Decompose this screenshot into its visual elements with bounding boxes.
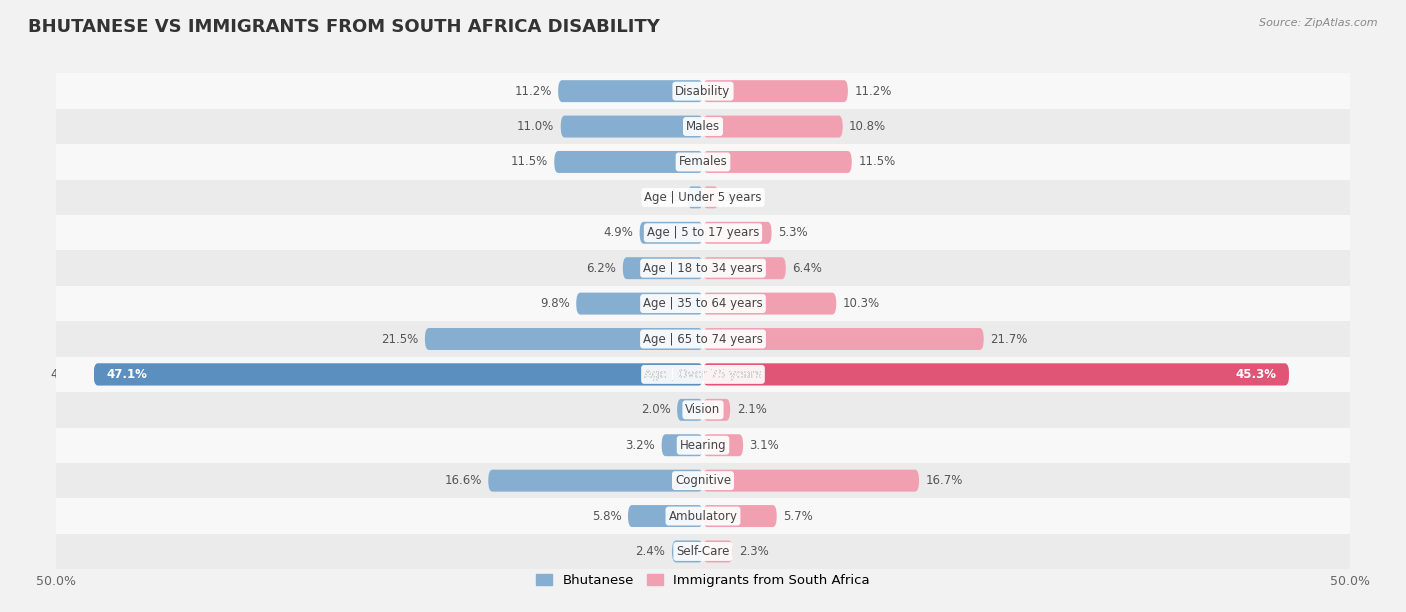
FancyBboxPatch shape <box>703 187 718 208</box>
FancyBboxPatch shape <box>488 469 703 491</box>
Bar <box>56 180 1350 215</box>
FancyBboxPatch shape <box>640 222 703 244</box>
FancyBboxPatch shape <box>703 364 1289 386</box>
Bar <box>56 250 1350 286</box>
Bar <box>56 534 1350 569</box>
Bar <box>56 286 1350 321</box>
FancyBboxPatch shape <box>703 364 1289 386</box>
Legend: Bhutanese, Immigrants from South Africa: Bhutanese, Immigrants from South Africa <box>530 569 876 592</box>
Text: Age | Over 75 years: Age | Over 75 years <box>644 368 762 381</box>
Text: 21.5%: 21.5% <box>381 332 419 346</box>
Text: Age | Under 5 years: Age | Under 5 years <box>644 191 762 204</box>
Bar <box>56 357 1350 392</box>
Text: Age | Over 75 years: Age | Over 75 years <box>644 368 762 381</box>
Bar <box>56 428 1350 463</box>
FancyBboxPatch shape <box>703 116 842 138</box>
FancyBboxPatch shape <box>703 435 744 456</box>
FancyBboxPatch shape <box>703 328 984 350</box>
Text: 5.8%: 5.8% <box>592 510 621 523</box>
FancyBboxPatch shape <box>554 151 703 173</box>
Text: 21.7%: 21.7% <box>990 332 1028 346</box>
Text: Cognitive: Cognitive <box>675 474 731 487</box>
Text: Age | 5 to 17 years: Age | 5 to 17 years <box>647 226 759 239</box>
Text: 5.3%: 5.3% <box>778 226 807 239</box>
Text: 2.1%: 2.1% <box>737 403 766 416</box>
FancyBboxPatch shape <box>662 435 703 456</box>
Text: Age | 65 to 74 years: Age | 65 to 74 years <box>643 332 763 346</box>
Text: 2.4%: 2.4% <box>636 545 665 558</box>
Text: Self-Care: Self-Care <box>676 545 730 558</box>
Text: 3.2%: 3.2% <box>626 439 655 452</box>
Text: 45.3%: 45.3% <box>1234 368 1277 381</box>
FancyBboxPatch shape <box>94 364 703 386</box>
Bar <box>56 392 1350 428</box>
Bar <box>56 73 1350 109</box>
Bar <box>56 321 1350 357</box>
Text: 11.2%: 11.2% <box>855 84 891 98</box>
FancyBboxPatch shape <box>703 399 730 421</box>
Text: 16.7%: 16.7% <box>925 474 963 487</box>
FancyBboxPatch shape <box>576 293 703 315</box>
FancyBboxPatch shape <box>703 151 852 173</box>
Text: 10.8%: 10.8% <box>849 120 886 133</box>
Text: Females: Females <box>679 155 727 168</box>
FancyBboxPatch shape <box>623 257 703 279</box>
FancyBboxPatch shape <box>703 80 848 102</box>
Text: 6.4%: 6.4% <box>792 262 823 275</box>
Bar <box>1289 357 1350 392</box>
Text: 6.2%: 6.2% <box>586 262 616 275</box>
Text: Hearing: Hearing <box>679 439 727 452</box>
Text: 45.3%: 45.3% <box>1295 368 1333 381</box>
Text: Vision: Vision <box>685 403 721 416</box>
Text: 2.3%: 2.3% <box>740 545 769 558</box>
FancyBboxPatch shape <box>703 505 776 527</box>
Text: Males: Males <box>686 120 720 133</box>
Text: 47.1%: 47.1% <box>107 368 148 381</box>
Text: Age | 35 to 64 years: Age | 35 to 64 years <box>643 297 763 310</box>
FancyBboxPatch shape <box>703 257 786 279</box>
Text: 11.2%: 11.2% <box>515 84 551 98</box>
Text: Ambulatory: Ambulatory <box>668 510 738 523</box>
Text: Disability: Disability <box>675 84 731 98</box>
Bar <box>56 463 1350 498</box>
Bar <box>56 215 1350 250</box>
FancyBboxPatch shape <box>425 328 703 350</box>
Text: 2.0%: 2.0% <box>641 403 671 416</box>
FancyBboxPatch shape <box>703 540 733 562</box>
Text: 11.0%: 11.0% <box>517 120 554 133</box>
Text: 1.2%: 1.2% <box>651 191 681 204</box>
Text: 47.1%: 47.1% <box>49 368 87 381</box>
Text: 11.5%: 11.5% <box>858 155 896 168</box>
FancyBboxPatch shape <box>94 364 703 386</box>
FancyBboxPatch shape <box>672 540 703 562</box>
Text: 10.3%: 10.3% <box>842 297 880 310</box>
Text: BHUTANESE VS IMMIGRANTS FROM SOUTH AFRICA DISABILITY: BHUTANESE VS IMMIGRANTS FROM SOUTH AFRIC… <box>28 18 659 36</box>
Bar <box>56 144 1350 180</box>
Bar <box>56 109 1350 144</box>
FancyBboxPatch shape <box>678 399 703 421</box>
FancyBboxPatch shape <box>561 116 703 138</box>
Text: Source: ZipAtlas.com: Source: ZipAtlas.com <box>1260 18 1378 28</box>
Text: 4.9%: 4.9% <box>603 226 633 239</box>
Text: 9.8%: 9.8% <box>540 297 569 310</box>
FancyBboxPatch shape <box>703 469 920 491</box>
FancyBboxPatch shape <box>703 222 772 244</box>
Text: 11.5%: 11.5% <box>510 155 548 168</box>
FancyBboxPatch shape <box>558 80 703 102</box>
FancyBboxPatch shape <box>628 505 703 527</box>
FancyBboxPatch shape <box>688 187 703 208</box>
Text: 5.7%: 5.7% <box>783 510 813 523</box>
Text: Age | 18 to 34 years: Age | 18 to 34 years <box>643 262 763 275</box>
FancyBboxPatch shape <box>703 293 837 315</box>
Bar <box>56 357 94 392</box>
Text: 3.1%: 3.1% <box>749 439 779 452</box>
Text: 1.2%: 1.2% <box>725 191 755 204</box>
Text: 16.6%: 16.6% <box>444 474 482 487</box>
Bar <box>56 498 1350 534</box>
